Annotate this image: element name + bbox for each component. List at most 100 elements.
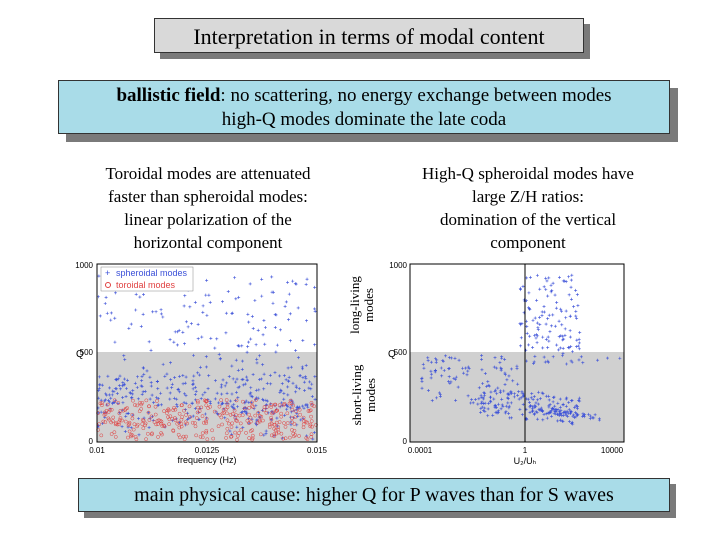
toroidal-point [112,430,117,435]
spheroidal-point [240,410,244,414]
toroidal-point [234,418,238,423]
toroidal-point [131,398,135,403]
toroidal-point [204,417,209,421]
spheroidal-point [269,418,273,422]
toroidal-point [304,436,309,440]
toroidal-point [153,404,158,409]
spheroidal-point [483,406,487,410]
spheroidal-point [569,278,573,282]
spheroidal-point [104,295,108,299]
toroidal-point [135,403,139,408]
spheroidal-point [433,357,437,361]
spheroidal-point [141,366,145,370]
spheroidal-point [503,371,507,375]
spheroidal-point [533,316,537,320]
spheroidal-point [163,374,167,378]
spheroidal-point [516,382,520,386]
spheroidal-point [165,372,169,376]
spheroidal-point [168,391,172,395]
spheroidal-point [228,399,232,403]
spheroidal-point [269,402,273,406]
spheroidal-point [549,408,553,412]
spheroidal-point [123,377,127,381]
spheroidal-point [574,314,578,318]
spheroidal-point [482,391,486,395]
spheroidal-point [242,406,246,410]
spheroidal-point [168,397,172,401]
spheroidal-point [191,353,195,357]
spheroidal-point [213,346,217,350]
spheroidal-point [304,282,308,286]
toroidal-point [150,431,154,436]
spheroidal-point [294,384,298,388]
spheroidal-point [534,401,538,405]
spheroidal-point [248,282,252,286]
toroidal-point [232,408,237,413]
toroidal-point [224,398,229,402]
spheroidal-point [137,417,141,421]
ballistic-field-box: ballistic field: no scattering, no energ… [58,80,670,134]
spheroidal-point [296,356,300,360]
toroidal-point [180,415,185,419]
spheroidal-point [263,342,267,346]
spheroidal-point [191,383,195,387]
spheroidal-point [509,416,513,420]
toroidal-point [101,419,106,424]
spheroidal-point [109,311,113,315]
spheroidal-point [479,410,483,414]
spheroidal-point [542,355,546,359]
toroidal-point [255,420,260,425]
spheroidal-point [479,395,483,399]
spheroidal-point [184,394,188,398]
spheroidal-point [507,374,511,378]
toroidal-point [130,416,135,421]
spheroidal-point [250,314,254,318]
spheroidal-point [305,319,309,323]
toroidal-point [162,424,167,429]
spheroidal-point [527,343,531,347]
spheroidal-point [113,340,117,344]
toroidal-point [229,425,234,429]
spheroidal-point [597,417,601,421]
spheroidal-point [175,404,179,408]
spheroidal-point [196,337,200,341]
spheroidal-point [546,359,550,363]
spheroidal-point [159,403,163,407]
spheroidal-point [564,309,568,313]
caption-line: horizontal component [133,233,283,252]
spheroidal-point [126,425,130,429]
y-tick-label: 500 [394,348,408,357]
spheroidal-point [236,368,240,372]
toroidal-point [126,423,131,427]
spheroidal-point [550,407,554,411]
spheroidal-point [430,399,434,403]
spheroidal-point [139,384,143,388]
spheroidal-point [567,346,571,350]
spheroidal-point [562,410,566,414]
toroidal-point [144,437,148,442]
toroidal-point [171,429,176,433]
spheroidal-point [235,377,239,381]
toroidal-point [99,433,104,438]
spheroidal-point [286,385,290,389]
spheroidal-point [447,366,451,370]
toroidal-point [310,424,314,429]
toroidal-point [162,409,166,413]
toroidal-point [233,415,238,420]
spheroidal-point [470,398,474,402]
toroidal-point [277,403,282,407]
spheroidal-point [209,336,213,340]
spheroidal-point [98,383,102,387]
toroidal-point [272,402,277,407]
spheroidal-point [221,378,225,382]
spheroidal-point [564,397,568,401]
toroidal-point [133,435,138,439]
spheroidal-point [480,400,484,404]
ballistic-line-1-rest: : no scattering, no energy exchange betw… [220,85,612,106]
spheroidal-point [500,403,504,407]
spheroidal-point [313,397,317,401]
spheroidal-point [169,361,173,365]
spheroidal-point [313,285,317,289]
toroidal-point [283,424,288,429]
spheroidal-point [313,375,317,379]
